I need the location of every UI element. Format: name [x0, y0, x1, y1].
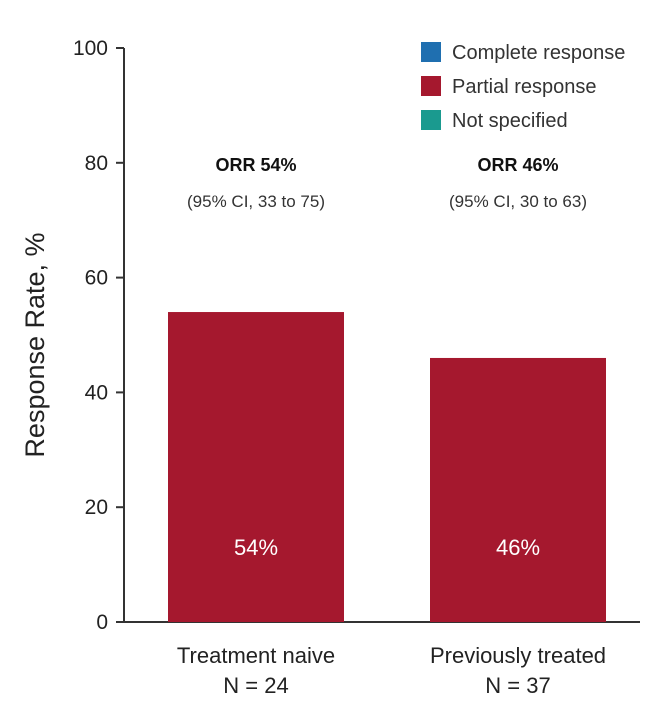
orr-title: ORR 46% [477, 155, 558, 175]
y-tick-label: 60 [85, 267, 108, 290]
orr-title: ORR 54% [215, 155, 296, 175]
y-tick-label: 100 [73, 37, 108, 60]
y-tick-label: 20 [85, 496, 108, 519]
legend: Complete response Partial response Not spe… [421, 42, 625, 132]
category-name: Treatment naive [177, 643, 335, 668]
bar-partial-response [430, 357, 606, 622]
legend-swatch [421, 42, 441, 62]
legend-swatch [421, 110, 441, 130]
bar-value-label: 46% [496, 535, 540, 560]
y-tick-label: 0 [96, 611, 108, 634]
bar-value-label: 54% [234, 535, 278, 560]
bar-partial-response [168, 312, 344, 622]
legend-label: Partial response [452, 76, 597, 98]
orr-ci: (95% CI, 30 to 63) [449, 192, 587, 211]
category-n: N = 37 [485, 673, 550, 698]
bars: 54% 46% [168, 312, 606, 622]
y-tick-label: 40 [85, 381, 108, 404]
legend-swatch [421, 76, 441, 96]
orr-ci: (95% CI, 33 to 75) [187, 192, 325, 211]
category-name: Previously treated [430, 643, 606, 668]
y-tick-label: 80 [85, 152, 108, 175]
category-labels: Treatment naive N = 24 Previously treated N… [177, 643, 606, 698]
orr-annotations: ORR 54% (95% CI, 33 to 75) ORR 46% (95% CI,… [187, 155, 587, 211]
category-n: N = 24 [223, 673, 288, 698]
legend-label: Complete response [452, 42, 625, 64]
legend-label: Not specified [452, 110, 568, 132]
y-ticks: 0 20 40 60 80 100 [73, 37, 124, 634]
y-axis-label: Response Rate, % [20, 232, 50, 457]
